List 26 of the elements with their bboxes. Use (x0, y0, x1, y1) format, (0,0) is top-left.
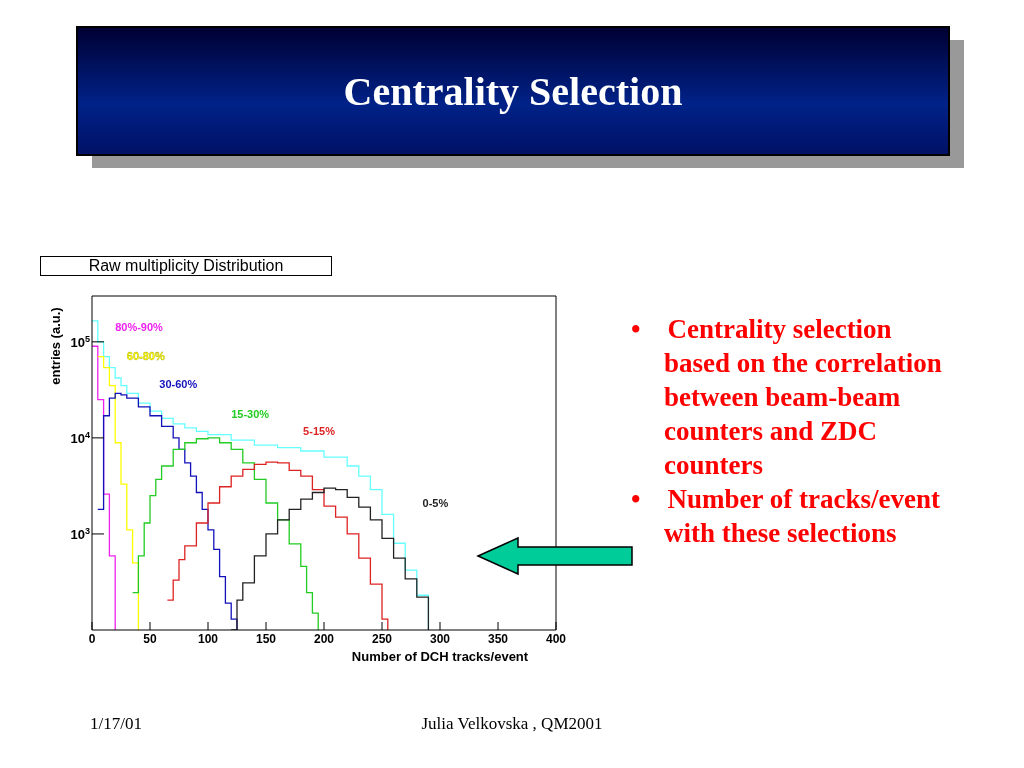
series-label: 15-30% (231, 408, 270, 421)
x-axis-title: Number of DCH tracks/event (351, 649, 529, 664)
x-tick-label: 150 (255, 631, 277, 646)
x-tick-label: 250 (371, 631, 393, 646)
x-tick-label: 350 (487, 631, 509, 646)
chart-subtitle: Raw multiplicity Distribution (40, 256, 332, 276)
text: Julia Velkovska , QM2001 (421, 714, 603, 733)
y-tick-label: 10$^{3}$ (70, 525, 90, 542)
x-tick-label: 200 (313, 631, 335, 646)
text: 0-5% (422, 497, 449, 510)
chart-title: Centrality Selection (343, 67, 683, 115)
x-tick-label: 50 (143, 631, 157, 646)
x-tick-label: 100 (197, 631, 219, 646)
series-label: 60-80% (126, 349, 165, 362)
series-label: 80%-90% (115, 320, 164, 333)
series-label: 30-60% (159, 378, 198, 391)
x-tick-label: 400 (545, 631, 567, 646)
text: • Centrality selection based on the correlation between beam-beam counters and ZDC counters (631, 313, 943, 482)
x-tick-label: 300 (429, 631, 451, 646)
y-axis-title: entries (a.u.) (48, 307, 63, 385)
x-tick-label: 0 (88, 631, 96, 646)
text: • Number of tracks/event with these selections (631, 483, 941, 550)
text: 1/17/01 (90, 714, 142, 734)
y-tick-label: 10$^{4}$ (70, 429, 91, 446)
y-tick-label: 10$^{5}$ (70, 333, 90, 350)
text: 5-15% (303, 425, 336, 438)
